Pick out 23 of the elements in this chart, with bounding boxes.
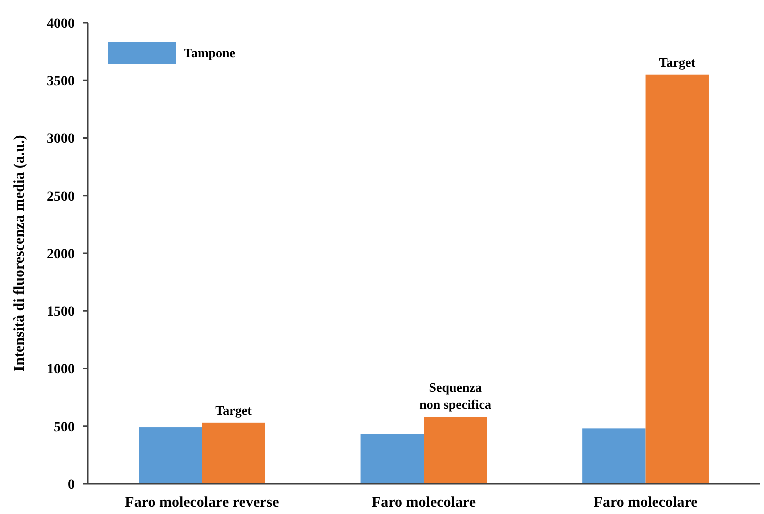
x-tick-label: Faro molecolare <box>372 495 476 511</box>
legend: Tampone <box>108 42 236 64</box>
x-tick-label: Faro molecolare <box>594 495 698 511</box>
y-tick-label: 2000 <box>47 247 75 262</box>
y-tick-label: 1000 <box>47 362 75 378</box>
y-axis-title: Intensità di fluorescenza media (a.u.) <box>12 135 28 372</box>
data-label: Sequenza non specifica <box>420 380 492 412</box>
bar <box>424 417 488 484</box>
y-tick-label: 3000 <box>47 132 75 148</box>
y-tick-label: 500 <box>54 420 75 436</box>
y-tick-label: 2500 <box>47 190 75 205</box>
y-tick-label: 1500 <box>47 305 75 320</box>
data-label: Target <box>216 402 253 418</box>
bar <box>139 428 202 484</box>
bar <box>360 434 424 484</box>
bar <box>202 422 266 484</box>
bar <box>582 428 646 484</box>
data-label: Target <box>659 54 696 70</box>
y-tick-label: 4000 <box>47 16 75 32</box>
y-tick-label: 0 <box>68 478 75 493</box>
x-tick-label: Faro molecolare reverse <box>125 495 280 511</box>
bar <box>646 74 709 484</box>
y-tick-label: 3500 <box>47 74 75 90</box>
